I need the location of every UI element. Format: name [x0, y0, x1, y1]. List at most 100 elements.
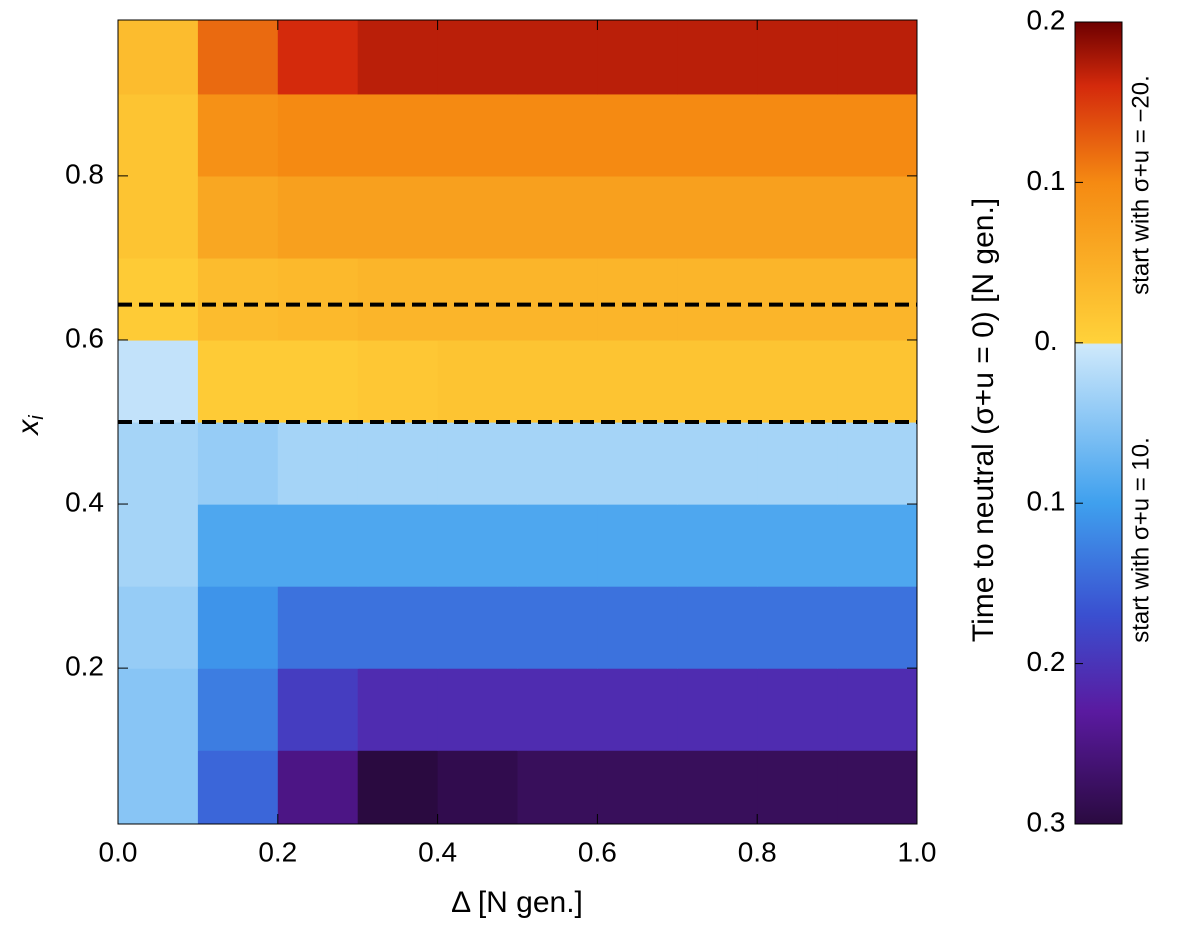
heatmap-cell [757, 93, 838, 177]
y-axis-label-sub: i [26, 415, 48, 420]
x-tick-label: 0.0 [99, 836, 138, 867]
heatmap-cell [437, 93, 519, 177]
heatmap-cell [517, 175, 598, 259]
heatmap-cell [597, 668, 678, 751]
heatmap-cell [597, 339, 678, 423]
heatmap-cell [517, 750, 598, 824]
heatmap-cell [757, 20, 838, 95]
heatmap-cell [837, 175, 917, 259]
heatmap-cell [118, 257, 199, 341]
colorbar-annotation: start with σ+u = 10. [1127, 437, 1154, 643]
heatmap-cell [277, 586, 359, 669]
heatmap-cell [197, 422, 279, 505]
colorbar-tick-label: 0.1 [1027, 165, 1066, 196]
heatmap-cell [517, 20, 598, 95]
heatmap-cell [118, 504, 199, 587]
heatmap-cell [517, 257, 598, 341]
heatmap-cell [357, 668, 439, 751]
heatmap-cell [677, 175, 758, 259]
heatmap-cell [837, 586, 917, 669]
heatmap-cell [757, 504, 838, 587]
heatmap-cell [757, 586, 838, 669]
heatmap-cell [517, 339, 598, 423]
y-axis-label-base: x [12, 419, 45, 437]
heatmap-cell [517, 422, 598, 505]
heatmap-cell [357, 257, 439, 341]
heatmap-cell [118, 668, 199, 751]
heatmap-cell [437, 175, 519, 259]
x-tick-label: 0.2 [258, 836, 297, 867]
heatmap-cell [837, 668, 917, 751]
colorbar-label: Time to neutral (σ+u = 0) [N gen.] [967, 198, 1000, 642]
heatmap-cell [118, 586, 199, 669]
heatmap-cell [837, 257, 917, 341]
x-tick-label: 0.4 [418, 836, 457, 867]
heatmap-cell [197, 175, 279, 259]
heatmap-cell [517, 586, 598, 669]
heatmap-cell [197, 750, 279, 824]
colorbar-tick-label: 0.2 [1027, 646, 1066, 677]
heatmap-cell [757, 668, 838, 751]
heatmap-cell [277, 422, 359, 505]
heatmap-cell [677, 93, 758, 177]
heatmap-cell [277, 339, 359, 423]
heatmap-cell [757, 175, 838, 259]
heatmap-cell [677, 422, 758, 505]
heatmap-cell [437, 750, 519, 824]
x-tick-label: 0.8 [738, 836, 777, 867]
heatmap-cell [597, 93, 678, 177]
heatmap-cell [437, 20, 519, 95]
heatmap-cell [597, 586, 678, 669]
heatmap-cell [757, 422, 838, 505]
heatmap-cell [677, 750, 758, 824]
heatmap-cell [197, 339, 279, 423]
heatmap-cell [837, 750, 917, 824]
heatmap-cell [437, 339, 519, 423]
heatmap-cell [357, 750, 439, 824]
heatmap-cell [437, 422, 519, 505]
heatmap-cell [597, 422, 678, 505]
heatmap-cell [597, 750, 678, 824]
x-axis-label: Δ [N gen.] [451, 886, 583, 919]
heatmap-cell [277, 750, 359, 824]
heatmap-cell [197, 668, 279, 751]
heatmap-cell [277, 504, 359, 587]
heatmap-cell [677, 586, 758, 669]
heatmap-cell [597, 20, 678, 95]
heatmap-cell [597, 175, 678, 259]
colorbar-annotation: start with σ+u = −20. [1127, 75, 1154, 295]
heatmap-cell [837, 339, 917, 423]
colorbar [1074, 21, 1123, 825]
heatmap-cell [277, 175, 359, 259]
heatmap-cell [837, 93, 917, 177]
heatmap-cell [437, 586, 519, 669]
heatmap-cell [837, 20, 917, 95]
colorbar-tick-label: 0. [1034, 325, 1057, 356]
heatmap-cell [277, 668, 359, 751]
heatmap-cell [677, 257, 758, 341]
heatmap-cell [277, 257, 359, 341]
heatmap-cell [597, 504, 678, 587]
heatmap-cell [357, 504, 439, 587]
heatmap-cell [357, 422, 439, 505]
heatmap-cell [437, 257, 519, 341]
heatmap-cell [677, 504, 758, 587]
y-tick-label: 0.2 [65, 651, 104, 682]
colorbar-tick-label: 0.1 [1027, 486, 1066, 517]
heatmap-cell [118, 750, 199, 824]
plot-frame [117, 19, 918, 825]
heatmap-cell [757, 750, 838, 824]
heatmap-cell [437, 668, 519, 751]
heatmap-cell [677, 668, 758, 751]
heatmap-cell [357, 93, 439, 177]
heatmap-cell [357, 20, 439, 95]
x-tick-label: 1.0 [898, 836, 937, 867]
heatmap-cell [197, 257, 279, 341]
heatmap-cell [357, 339, 439, 423]
heatmap-cell [197, 93, 279, 177]
heatmap-cell [277, 20, 359, 95]
y-tick-label: 0.8 [65, 158, 104, 189]
heatmap-cell [118, 20, 199, 95]
heatmap-cell [677, 339, 758, 423]
